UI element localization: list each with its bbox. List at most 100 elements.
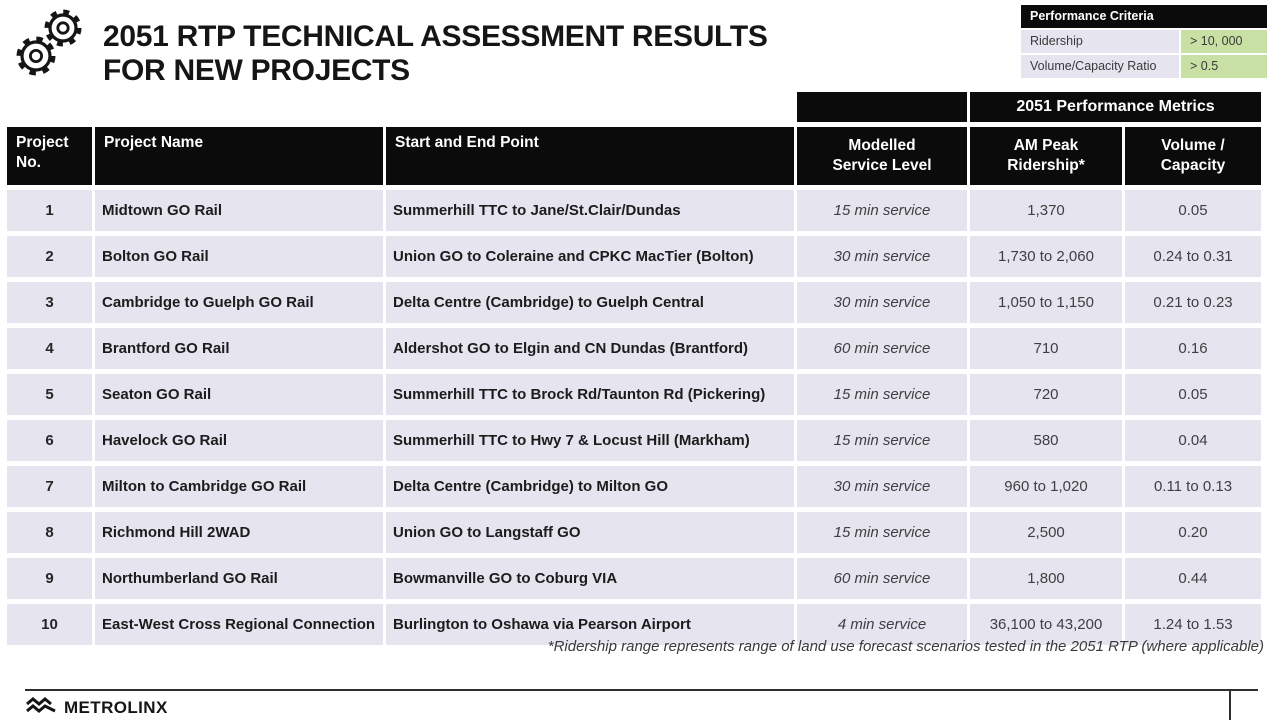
- cell-project-name: Milton to Cambridge GO Rail: [95, 466, 383, 507]
- cell-project-name: Northumberland GO Rail: [95, 558, 383, 599]
- cell-project-name: Cambridge to Guelph GO Rail: [95, 282, 383, 323]
- metrolinx-logo: METROLINX: [26, 697, 168, 719]
- cell-volume-capacity: 0.44: [1125, 558, 1262, 599]
- cell-start-end-point: Summerhill TTC to Jane/St.Clair/Dundas: [386, 190, 794, 231]
- cell-volume-capacity: 0.05: [1125, 374, 1262, 415]
- criteria-row-ridership: Ridership > 10, 000: [1021, 30, 1267, 53]
- cell-am-peak-ridership: 1,370: [970, 190, 1122, 231]
- cell-start-end-point: Aldershot GO to Elgin and CN Dundas (Bra…: [386, 328, 794, 369]
- cell-volume-capacity: 0.24 to 0.31: [1125, 236, 1262, 277]
- metrolinx-wordmark: METROLINX: [64, 698, 168, 717]
- cell-am-peak-ridership: 1,730 to 2,060: [970, 236, 1122, 277]
- group-header-empty-cell: [797, 92, 967, 122]
- cell-service-level: 15 min service: [797, 420, 967, 461]
- cell-start-end-point: Delta Centre (Cambridge) to Milton GO: [386, 466, 794, 507]
- table-row: 3 Cambridge to Guelph GO Rail Delta Cent…: [7, 282, 1262, 323]
- criteria-value: > 0.5: [1181, 55, 1267, 78]
- cell-service-level: 30 min service: [797, 236, 967, 277]
- table-row: 8 Richmond Hill 2WAD Union GO to Langsta…: [7, 512, 1262, 553]
- cell-start-end-point: Union GO to Coleraine and CPKC MacTier (…: [386, 236, 794, 277]
- cell-project-name: Brantford GO Rail: [95, 328, 383, 369]
- criteria-label: Ridership: [1021, 30, 1179, 53]
- performance-criteria-title: Performance Criteria: [1021, 5, 1267, 28]
- cell-service-level: 15 min service: [797, 512, 967, 553]
- cell-service-level: 30 min service: [797, 282, 967, 323]
- cell-am-peak-ridership: 710: [970, 328, 1122, 369]
- cell-project-no: 9: [7, 558, 92, 599]
- results-table: 2051 Performance Metrics Project No. Pro…: [4, 87, 1264, 650]
- cell-start-end-point: Union GO to Langstaff GO: [386, 512, 794, 553]
- cell-project-name: Richmond Hill 2WAD: [95, 512, 383, 553]
- column-header-start-end-point: Start and End Point: [386, 127, 794, 185]
- cell-project-no: 7: [7, 466, 92, 507]
- cell-project-name: Seaton GO Rail: [95, 374, 383, 415]
- cell-volume-capacity: 0.20: [1125, 512, 1262, 553]
- ridership-footnote: *Ridership range represents range of lan…: [547, 638, 1264, 655]
- column-header-project-name: Project Name: [95, 127, 383, 185]
- page-title-line1: 2051 RTP TECHNICAL ASSESSMENT RESULTS: [103, 20, 768, 53]
- page-title: 2051 RTP TECHNICAL ASSESSMENT RESULTS FO…: [103, 20, 768, 88]
- cell-project-name: Bolton GO Rail: [95, 236, 383, 277]
- footer-divider: [25, 689, 1258, 691]
- cell-volume-capacity: 0.21 to 0.23: [1125, 282, 1262, 323]
- performance-criteria-panel: Performance Criteria Ridership > 10, 000…: [1021, 5, 1267, 80]
- table-row: 7 Milton to Cambridge GO Rail Delta Cent…: [7, 466, 1262, 507]
- table-row: 2 Bolton GO Rail Union GO to Coleraine a…: [7, 236, 1262, 277]
- cell-am-peak-ridership: 2,500: [970, 512, 1122, 553]
- column-header-service-level: Modelled Service Level: [797, 127, 967, 185]
- cell-project-no: 5: [7, 374, 92, 415]
- cell-volume-capacity: 0.11 to 0.13: [1125, 466, 1262, 507]
- cell-project-no: 8: [7, 512, 92, 553]
- cell-project-name: East-West Cross Regional Connection: [95, 604, 383, 645]
- cell-service-level: 30 min service: [797, 466, 967, 507]
- table-row: 1 Midtown GO Rail Summerhill TTC to Jane…: [7, 190, 1262, 231]
- cell-project-no: 2: [7, 236, 92, 277]
- column-header-project-no: Project No.: [7, 127, 92, 185]
- cell-start-end-point: Delta Centre (Cambridge) to Guelph Centr…: [386, 282, 794, 323]
- cell-volume-capacity: 0.05: [1125, 190, 1262, 231]
- cell-service-level: 15 min service: [797, 190, 967, 231]
- cell-start-end-point: Summerhill TTC to Hwy 7 & Locust Hill (M…: [386, 420, 794, 461]
- cell-service-level: 15 min service: [797, 374, 967, 415]
- cell-volume-capacity: 0.16: [1125, 328, 1262, 369]
- cell-project-no: 10: [7, 604, 92, 645]
- column-header-volume-capacity: Volume / Capacity: [1125, 127, 1262, 185]
- group-header-spacer: [7, 92, 794, 122]
- criteria-label: Volume/Capacity Ratio: [1021, 55, 1179, 78]
- table-row: 6 Havelock GO Rail Summerhill TTC to Hwy…: [7, 420, 1262, 461]
- cell-project-no: 4: [7, 328, 92, 369]
- cell-service-level: 4 min service: [797, 604, 967, 645]
- table-row: 4 Brantford GO Rail Aldershot GO to Elgi…: [7, 328, 1262, 369]
- cell-project-no: 1: [7, 190, 92, 231]
- cell-project-no: 6: [7, 420, 92, 461]
- criteria-value: > 10, 000: [1181, 30, 1267, 53]
- cell-volume-capacity: 1.24 to 1.53: [1125, 604, 1262, 645]
- cell-am-peak-ridership: 720: [970, 374, 1122, 415]
- cell-project-name: Havelock GO Rail: [95, 420, 383, 461]
- cell-start-end-point: Bowmanville GO to Coburg VIA: [386, 558, 794, 599]
- cell-volume-capacity: 0.04: [1125, 420, 1262, 461]
- table-row: 10 East-West Cross Regional Connection B…: [7, 604, 1262, 645]
- cell-service-level: 60 min service: [797, 328, 967, 369]
- metrolinx-mark-icon: [26, 697, 57, 719]
- group-header-row: 2051 Performance Metrics: [7, 92, 1262, 122]
- gears-icon: [12, 6, 94, 93]
- table-row: 5 Seaton GO Rail Summerhill TTC to Brock…: [7, 374, 1262, 415]
- cell-project-no: 3: [7, 282, 92, 323]
- page-edge-tick: [1229, 689, 1231, 720]
- cell-am-peak-ridership: 580: [970, 420, 1122, 461]
- table-row: 9 Northumberland GO Rail Bowmanville GO …: [7, 558, 1262, 599]
- column-header-am-peak-ridership: AM Peak Ridership*: [970, 127, 1122, 185]
- cell-am-peak-ridership: 1,800: [970, 558, 1122, 599]
- criteria-row-volume-capacity: Volume/Capacity Ratio > 0.5: [1021, 55, 1267, 78]
- cell-am-peak-ridership: 36,100 to 43,200: [970, 604, 1122, 645]
- cell-start-end-point: Burlington to Oshawa via Pearson Airport: [386, 604, 794, 645]
- cell-service-level: 60 min service: [797, 558, 967, 599]
- cell-am-peak-ridership: 1,050 to 1,150: [970, 282, 1122, 323]
- page-title-line2: FOR NEW PROJECTS: [103, 54, 410, 87]
- column-header-row: Project No. Project Name Start and End P…: [7, 127, 1262, 185]
- cell-start-end-point: Summerhill TTC to Brock Rd/Taunton Rd (P…: [386, 374, 794, 415]
- group-header-performance-metrics: 2051 Performance Metrics: [970, 92, 1262, 122]
- cell-project-name: Midtown GO Rail: [95, 190, 383, 231]
- cell-am-peak-ridership: 960 to 1,020: [970, 466, 1122, 507]
